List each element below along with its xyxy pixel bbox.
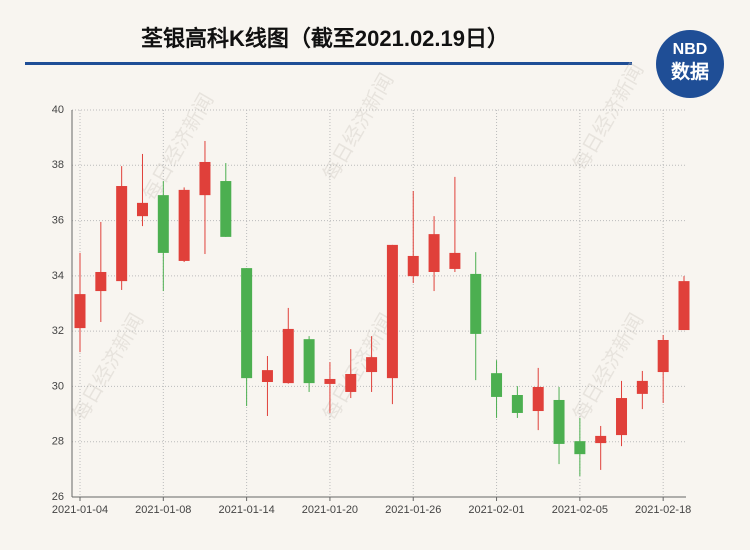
x-tick-label: 2021-01-04: [52, 504, 108, 516]
candle-body: [470, 273, 482, 334]
title-rule: [25, 62, 632, 65]
x-tick-label: 2021-02-18: [635, 504, 691, 516]
candle-body: [553, 399, 565, 444]
candle-body: [407, 255, 419, 277]
x-tick-label: 2021-02-05: [552, 504, 608, 516]
candle-body: [595, 435, 607, 444]
candle-body: [324, 378, 336, 384]
x-tick-label: 2021-01-20: [302, 504, 358, 516]
candle-body: [261, 370, 273, 383]
candle-body: [303, 339, 315, 384]
y-tick-label: 34: [52, 270, 64, 282]
x-tick-label: 2021-01-26: [385, 504, 441, 516]
candle-body: [511, 394, 523, 413]
candle-body: [449, 252, 461, 269]
y-tick-label: 32: [52, 325, 64, 337]
logo-top: NBD: [673, 41, 708, 58]
candle-body: [136, 202, 148, 217]
candle-body: [157, 195, 169, 253]
candle-body: [657, 339, 669, 373]
chart-title: 荃银高科K线图（截至2021.02.19日）: [141, 26, 509, 51]
candle-body: [220, 181, 232, 237]
candle-body: [345, 373, 357, 392]
logo-bottom: 数据: [671, 60, 709, 83]
y-tick-label: 38: [52, 159, 64, 171]
candle-body: [491, 373, 503, 397]
y-tick-label: 30: [52, 380, 64, 392]
y-tick-label: 28: [52, 436, 64, 448]
logo-badge: [656, 30, 724, 98]
candle-body: [678, 281, 690, 331]
candle-body: [116, 186, 128, 282]
candle-body: [636, 380, 648, 394]
candle-body: [199, 161, 211, 196]
y-tick-label: 26: [52, 491, 64, 503]
candle-body: [616, 398, 628, 436]
y-tick-label: 40: [52, 104, 64, 116]
x-tick-label: 2021-01-14: [218, 504, 274, 516]
candle-body: [241, 268, 253, 379]
candle-body: [366, 357, 378, 373]
candle-body: [178, 189, 190, 261]
candle-body: [574, 441, 586, 455]
candle-body: [428, 234, 440, 272]
candle-body: [532, 386, 544, 412]
candle-body: [95, 271, 107, 292]
y-tick-label: 36: [52, 214, 64, 226]
x-tick-label: 2021-02-01: [468, 504, 524, 516]
x-tick-label: 2021-01-08: [135, 504, 191, 516]
candle-body: [282, 328, 294, 384]
candle-body: [386, 244, 398, 379]
candle-body: [74, 294, 86, 329]
